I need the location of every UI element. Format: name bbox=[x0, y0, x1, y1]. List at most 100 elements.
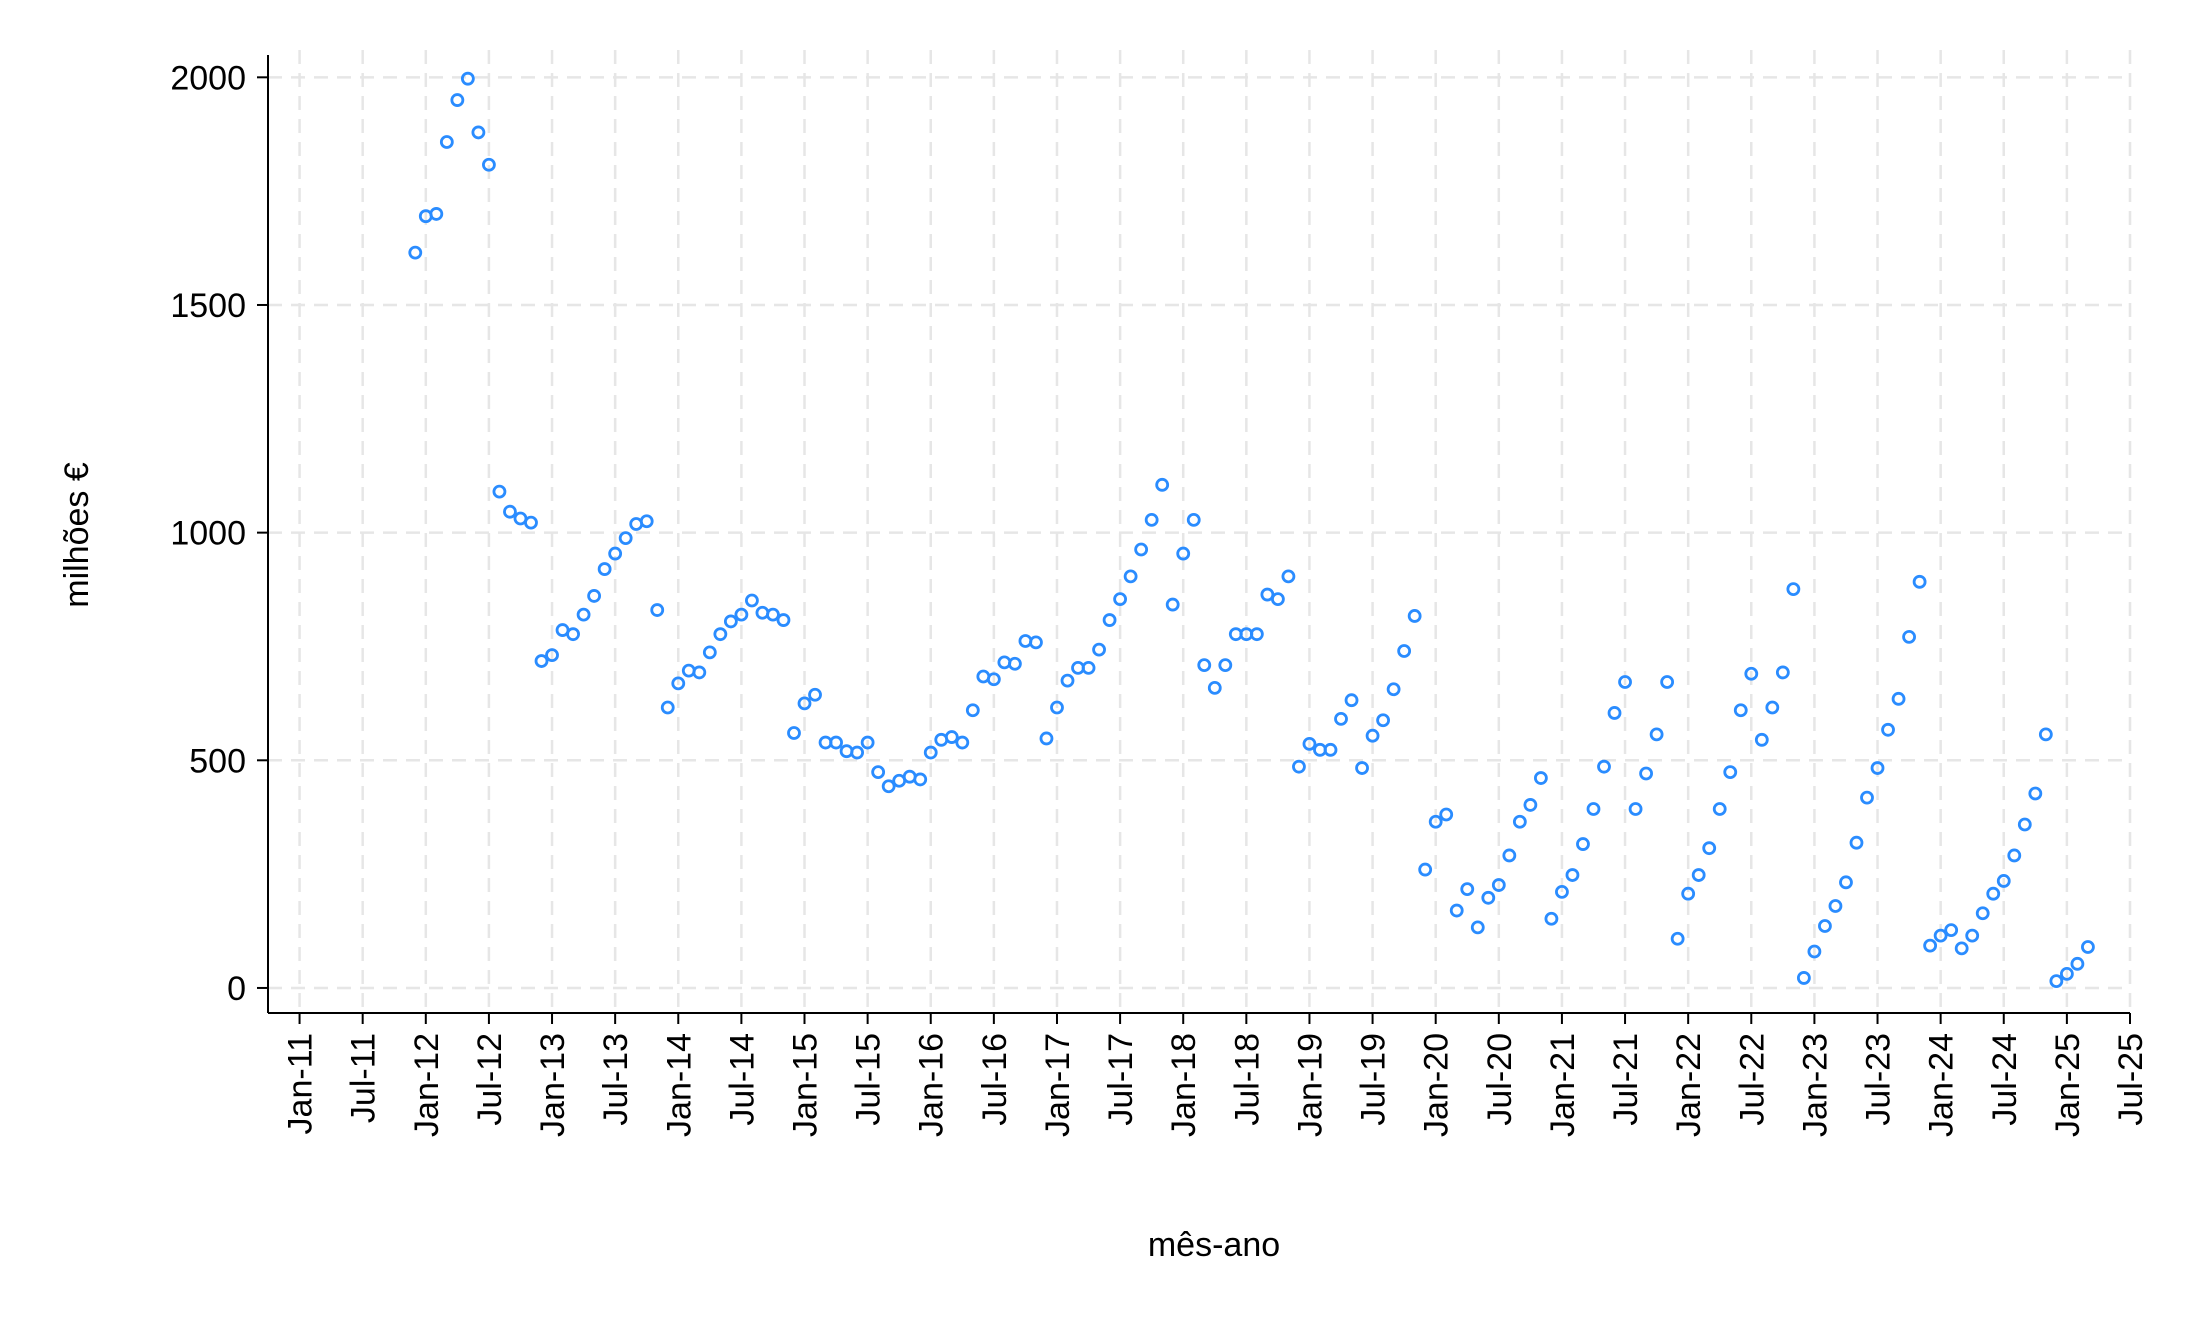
point bbox=[1860, 790, 1874, 805]
y-tick-label: 1500 bbox=[170, 287, 246, 325]
point bbox=[1849, 835, 1864, 850]
point bbox=[1870, 761, 1885, 775]
point bbox=[2038, 727, 2053, 742]
point bbox=[745, 593, 759, 608]
point bbox=[1428, 814, 1443, 829]
point bbox=[923, 745, 938, 760]
point bbox=[2059, 966, 2074, 981]
point bbox=[2081, 940, 2095, 954]
point bbox=[850, 745, 865, 760]
y-tick-label: 500 bbox=[189, 742, 246, 780]
point bbox=[1765, 700, 1780, 715]
x-tick-label: Jan-22 bbox=[1670, 1033, 1708, 1137]
point bbox=[1723, 765, 1738, 780]
x-tick-label: Jan-11 bbox=[282, 1033, 320, 1134]
y-tick-label: 2000 bbox=[170, 59, 246, 97]
point bbox=[1365, 728, 1380, 743]
point bbox=[1407, 609, 1422, 623]
point bbox=[1249, 627, 1264, 642]
x-tick-label: Jan-25 bbox=[2049, 1033, 2087, 1137]
point bbox=[713, 627, 728, 642]
point bbox=[1418, 862, 1433, 877]
point bbox=[1565, 868, 1580, 882]
y-tick-label: 0 bbox=[227, 970, 246, 1008]
point bbox=[734, 607, 749, 622]
point bbox=[1491, 878, 1506, 892]
point bbox=[1944, 923, 1959, 938]
x-axis-title: mês-ano bbox=[1148, 1226, 1280, 1264]
point bbox=[1155, 477, 1170, 492]
point bbox=[1050, 700, 1064, 715]
point bbox=[1807, 944, 1822, 959]
point bbox=[1555, 884, 1569, 899]
point bbox=[1576, 837, 1590, 851]
point bbox=[618, 531, 633, 546]
point bbox=[1092, 642, 1106, 657]
point bbox=[1386, 682, 1401, 697]
point bbox=[1533, 771, 1548, 785]
point bbox=[955, 735, 970, 750]
point bbox=[1102, 613, 1117, 627]
point bbox=[1460, 882, 1475, 897]
point bbox=[1144, 512, 1159, 527]
point bbox=[1818, 919, 1832, 933]
point bbox=[1902, 630, 1916, 644]
point bbox=[1660, 675, 1675, 689]
point bbox=[1008, 656, 1022, 671]
x-tick-label: Jul-22 bbox=[1733, 1033, 1771, 1126]
point bbox=[2028, 786, 2043, 801]
point bbox=[1523, 798, 1538, 812]
point bbox=[1786, 582, 1801, 596]
point bbox=[797, 696, 812, 711]
point bbox=[1670, 931, 1685, 946]
x-tick-label: Jul-11 bbox=[345, 1033, 383, 1123]
point bbox=[587, 589, 602, 603]
point bbox=[1302, 737, 1317, 751]
point bbox=[871, 765, 886, 780]
point bbox=[1376, 713, 1390, 728]
point bbox=[965, 703, 980, 718]
point bbox=[1165, 597, 1180, 612]
x-tick-label: Jan-19 bbox=[1291, 1033, 1329, 1137]
point bbox=[1344, 693, 1359, 708]
point bbox=[608, 546, 623, 561]
point bbox=[1134, 542, 1149, 557]
point bbox=[1618, 675, 1632, 689]
x-tick-label: Jul-18 bbox=[1228, 1033, 1266, 1126]
point bbox=[1176, 546, 1191, 561]
point bbox=[1397, 644, 1412, 658]
point bbox=[681, 663, 696, 678]
point bbox=[671, 676, 686, 691]
point bbox=[1334, 711, 1348, 726]
point bbox=[702, 645, 717, 660]
point bbox=[1912, 574, 1927, 589]
point bbox=[1639, 766, 1653, 781]
point bbox=[1975, 906, 1990, 921]
point bbox=[1702, 841, 1717, 856]
x-tick-label: Jul-24 bbox=[1986, 1033, 2024, 1126]
point bbox=[1218, 658, 1233, 673]
x-tick-label: Jan-12 bbox=[408, 1033, 446, 1137]
x-tick-label: Jan-18 bbox=[1165, 1033, 1203, 1137]
point bbox=[534, 654, 549, 668]
point bbox=[471, 125, 486, 140]
point bbox=[1502, 848, 1517, 863]
point bbox=[766, 607, 780, 622]
point bbox=[723, 614, 738, 629]
point bbox=[1891, 691, 1906, 706]
point bbox=[860, 735, 875, 750]
point bbox=[650, 603, 665, 617]
point bbox=[755, 605, 770, 620]
point bbox=[1649, 727, 1664, 742]
point bbox=[787, 726, 801, 740]
point bbox=[1281, 569, 1296, 584]
x-tick-label: Jul-23 bbox=[1860, 1033, 1898, 1126]
point bbox=[1754, 732, 1769, 747]
point bbox=[1744, 666, 1759, 681]
point bbox=[1186, 512, 1201, 527]
point bbox=[829, 735, 843, 750]
point bbox=[944, 730, 959, 744]
point bbox=[1081, 660, 1096, 675]
